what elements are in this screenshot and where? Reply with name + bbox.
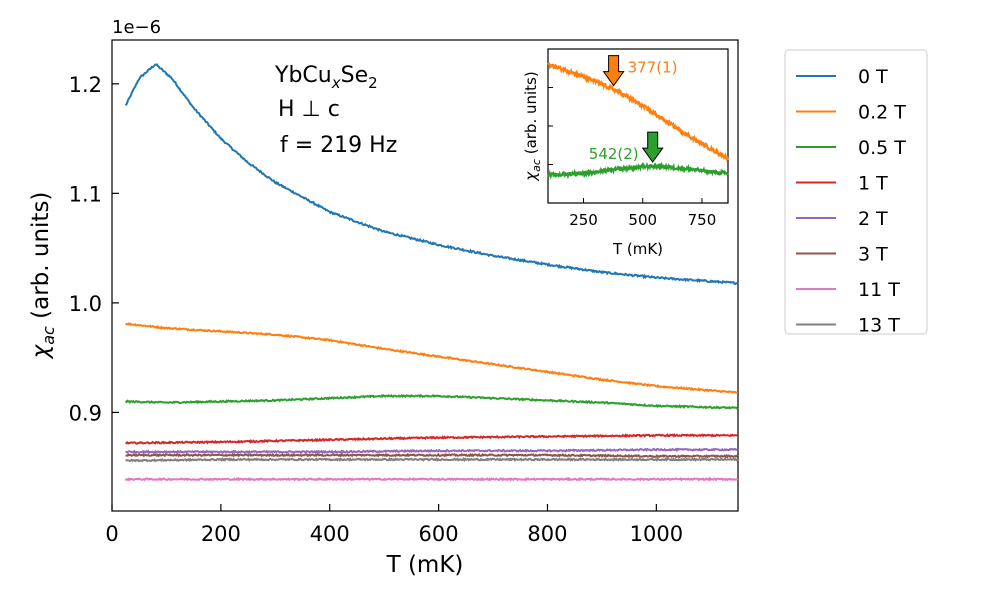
y-tick-label-1-1: 1.1 (69, 182, 102, 206)
inset-x-tick-label-750: 750 (688, 211, 717, 229)
y-tick-label-1-2: 1.2 (69, 73, 102, 97)
formula-prefix: YbCu (274, 63, 332, 88)
inset-series-line-0-2-t (547, 62, 729, 163)
inset-arrow-377-1 (602, 55, 625, 87)
legend-label-11-t: 11 T (858, 279, 900, 301)
inset-marker-label-377-1: 377(1) (628, 59, 678, 77)
x-tick-label-0: 0 (105, 522, 118, 546)
legend-label-1-t: 1 T (858, 173, 888, 195)
y-axis-label: χac (arb. units) (28, 192, 58, 361)
inset-x-axis-label: T (mK) (612, 240, 663, 258)
inset-y-label-rest: (arb. units) (522, 71, 540, 159)
series-line-3-t (125, 452, 739, 459)
inset-x-tick-label-250: 250 (569, 211, 598, 229)
series-line-0-5-t (124, 393, 739, 410)
inset-y-label-chi: χ (522, 171, 540, 182)
inset-markers-group: 377(1) 542(2) (589, 55, 678, 163)
legend-label-13-t: 13 T (858, 315, 900, 337)
field-direction-annotation: H ⊥ c (278, 97, 340, 122)
y-axis-label-sub: ac (39, 326, 58, 345)
legend-label-2-t: 2 T (858, 208, 888, 230)
inset-y-label-sub: ac (530, 159, 543, 172)
series-line-0-t (124, 63, 739, 285)
inset-marker-label-542-2: 542(2) (589, 145, 639, 163)
y-axis-label-rest: (arb. units) (28, 192, 54, 327)
legend-items-group: 0 T 0.2 T 0.5 T 1 T 2 T 3 T 11 T 13 T (796, 66, 906, 337)
series-line-1-t (124, 433, 739, 445)
series-line-13-t (125, 456, 739, 463)
formula-annotation: YbCuxSe2 (274, 63, 378, 92)
inset-ticks-group: 250 500 750 (548, 87, 717, 229)
inset-x-tick-label-500: 500 (628, 211, 657, 229)
x-tick-label-800: 800 (527, 522, 567, 546)
legend-label-0-t: 0 T (858, 66, 888, 88)
y-axis-label-chi: χ (28, 343, 54, 360)
inset-series-group (547, 62, 729, 181)
legend-label-3-t: 3 T (858, 244, 888, 266)
legend-label-0-5-t: 0.5 T (858, 137, 906, 159)
series-line-0-2-t (125, 322, 739, 395)
main-ticks-group: 0 200 400 600 800 1000 0.9 1.0 1.1 1.2 (69, 73, 683, 546)
main-series-group (124, 63, 739, 482)
formula-se: Se (341, 63, 369, 88)
plot-frame (111, 39, 739, 512)
formula-2: 2 (368, 74, 378, 92)
inset-y-axis-label: χac (arb. units) (522, 71, 543, 181)
x-axis-label: T (mK) (386, 552, 464, 578)
y-tick-label-1: 1.0 (69, 292, 102, 316)
y-tick-label-0-9: 0.9 (69, 401, 102, 425)
legend-box (784, 49, 928, 335)
legend-label-0-2-t: 0.2 T (858, 102, 906, 124)
formula-x: x (331, 74, 341, 92)
y-scale-label: 1e−6 (112, 17, 161, 38)
x-tick-label-200: 200 (201, 522, 241, 546)
x-tick-label-400: 400 (310, 522, 350, 546)
x-tick-label-1000: 1000 (630, 522, 683, 546)
series-line-2-t (125, 447, 739, 455)
frequency-annotation: f = 219 Hz (280, 133, 397, 158)
series-line-11-t (124, 476, 739, 482)
inset-arrow-542-2 (641, 131, 664, 163)
inset-series-line-0-5-t (547, 161, 729, 181)
x-tick-label-600: 600 (419, 522, 459, 546)
